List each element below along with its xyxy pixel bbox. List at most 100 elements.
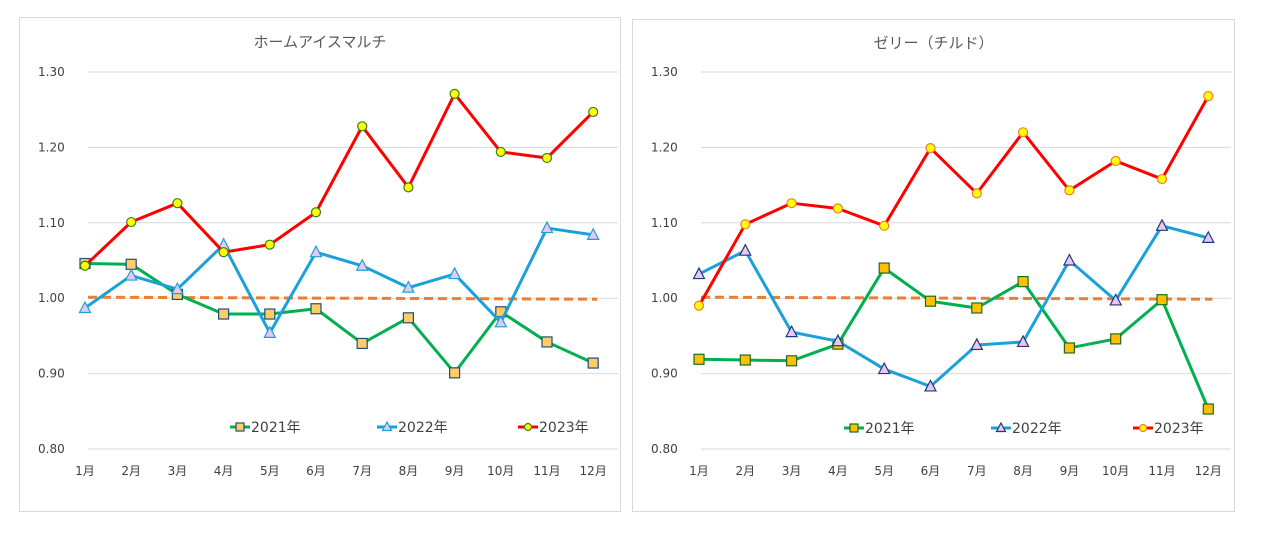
series-line — [698, 266, 1210, 410]
data-point — [125, 258, 137, 270]
x-tick-label: 1月 — [75, 464, 95, 478]
gridlines — [88, 71, 618, 450]
data-point — [355, 258, 369, 271]
data-point — [971, 302, 983, 314]
chart-title: ホームアイスマルチ — [254, 33, 387, 51]
legend-item: 2022年 — [377, 420, 448, 436]
x-tick-label: 8月 — [399, 464, 419, 478]
data-point — [541, 152, 553, 164]
data-point — [540, 220, 554, 234]
chart-home-ice-multi: ホームアイスマルチ 0.80 0.90 1.00 1.10 1.20 1.30 1月 2月 3月 4… — [19, 17, 621, 512]
x-tick-label: 3月 — [782, 464, 802, 478]
chart-title: ゼリー（チルド） — [873, 34, 993, 52]
legend-label: 2022年 — [398, 420, 448, 436]
data-point — [310, 303, 322, 315]
data-point — [738, 243, 752, 256]
legend: 2021年 2022年 2023年 — [230, 420, 589, 436]
data-point — [879, 220, 890, 231]
x-tick-label: 8月 — [1013, 464, 1033, 478]
data-point — [79, 260, 91, 271]
gridlines — [701, 71, 1231, 450]
x-tick-label: 5月 — [874, 464, 894, 478]
data-point — [740, 219, 751, 230]
x-tick-label: 6月 — [306, 464, 326, 478]
data-point — [1109, 293, 1123, 306]
legend-item: 2021年 — [230, 420, 301, 436]
data-point — [1202, 403, 1214, 415]
x-tick-label: 9月 — [445, 464, 465, 478]
chart-jelly-chilled: ゼリー（チルド） 0.80 0.90 1.00 1.10 1.20 1.30 1月 2月 3月 4月… — [632, 19, 1235, 512]
data-point — [786, 355, 798, 367]
x-tick-label: 2月 — [735, 464, 755, 478]
data-point — [449, 367, 461, 379]
legend-label: 2023年 — [1154, 421, 1204, 437]
reference-line — [700, 295, 1213, 301]
legend-marker — [849, 423, 859, 433]
data-point — [693, 300, 705, 311]
legend-item: 2021年 — [844, 421, 915, 437]
legend-item: 2023年 — [518, 420, 589, 436]
data-point — [264, 239, 275, 250]
series-line — [697, 95, 1210, 307]
series-line — [83, 92, 595, 267]
y-tick-label: 0.90 — [38, 367, 65, 381]
legend-label: 2023年 — [539, 420, 589, 436]
x-tick-label: 10月 — [487, 464, 514, 478]
data-point — [1201, 230, 1215, 243]
data-point — [971, 188, 982, 199]
data-point — [401, 280, 415, 293]
data-point — [494, 315, 508, 328]
data-point — [1017, 276, 1029, 288]
y-tick-label: 0.90 — [651, 367, 678, 381]
y-tick-label: 1.00 — [651, 291, 678, 305]
x-tick-label: 11月 — [1148, 464, 1175, 478]
y-tick-label: 0.80 — [38, 442, 65, 456]
data-point — [172, 198, 183, 209]
data-point — [878, 262, 890, 274]
legend-label: 2021年 — [865, 421, 915, 437]
data-point — [1018, 127, 1029, 138]
data-point — [831, 333, 845, 347]
chart-svg-right: ゼリー（チルド） 0.80 0.90 1.00 1.10 1.20 1.30 1月 2月 3月 4月… — [651, 34, 1231, 478]
x-tick-label: 7月 — [352, 464, 372, 478]
x-tick-label: 4月 — [828, 464, 848, 478]
data-point — [1016, 334, 1030, 348]
y-tick-label: 1.10 — [651, 216, 678, 230]
x-tick-label: 7月 — [967, 464, 987, 478]
data-point — [1155, 218, 1169, 231]
x-tick-label: 4月 — [214, 464, 234, 478]
data-point — [78, 300, 92, 314]
series-line — [698, 224, 1209, 388]
data-point — [925, 143, 936, 154]
x-tick-label: 2月 — [121, 464, 141, 478]
data-point — [124, 268, 138, 281]
data-point — [1156, 173, 1168, 185]
y-tick-label: 1.10 — [38, 216, 65, 230]
x-tick-label: 10月 — [1102, 464, 1129, 478]
data-point — [739, 354, 751, 366]
data-point — [1110, 333, 1122, 345]
x-tick-label: 12月 — [580, 464, 607, 478]
data-point — [495, 146, 506, 158]
data-point — [448, 266, 462, 280]
data-point — [403, 182, 414, 193]
x-tick-label: 9月 — [1060, 464, 1080, 478]
data-point — [588, 106, 599, 118]
y-tick-label: 1.30 — [38, 65, 65, 79]
legend-label: 2022年 — [1012, 421, 1062, 437]
data-point — [692, 266, 706, 280]
y-tick-label: 1.30 — [651, 65, 678, 79]
data-point — [264, 308, 276, 320]
x-tick-label: 12月 — [1195, 464, 1222, 478]
legend-marker — [381, 420, 393, 432]
data-point — [877, 361, 891, 375]
data-point — [924, 379, 937, 392]
data-point — [693, 353, 705, 365]
legend-marker — [995, 421, 1007, 433]
data-point — [309, 244, 323, 258]
series-2023年 — [693, 91, 1214, 311]
series-line — [84, 262, 594, 375]
data-point — [170, 281, 184, 295]
legend-label: 2021年 — [251, 420, 301, 436]
legend-marker — [235, 422, 245, 432]
